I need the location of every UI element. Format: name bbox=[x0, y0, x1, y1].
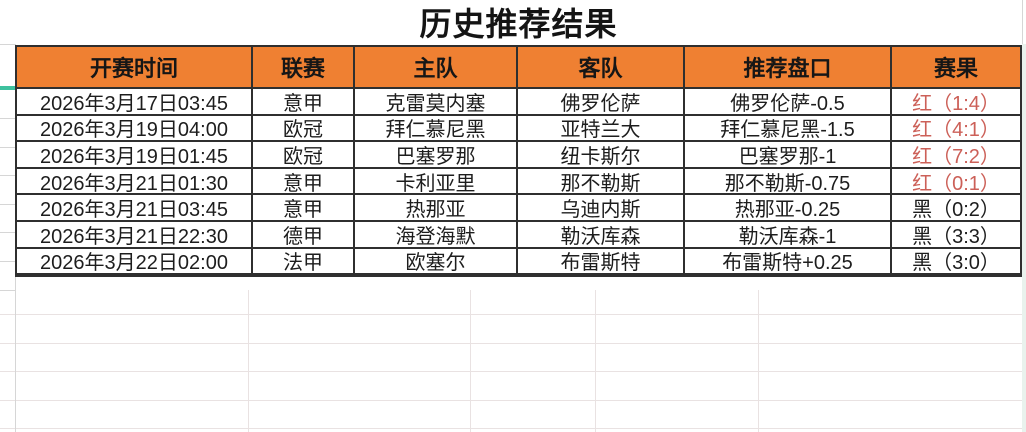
cell-time[interactable]: 2026年3月21日01:30 bbox=[17, 168, 253, 196]
cell-result[interactable]: 红（7:2） bbox=[892, 142, 1020, 169]
gutter-line bbox=[0, 118, 15, 119]
cell-away[interactable]: 勒沃库森 bbox=[518, 221, 685, 249]
cell-league[interactable]: 意甲 bbox=[253, 89, 355, 116]
cell-home[interactable]: 克雷莫内塞 bbox=[355, 89, 518, 116]
cell-away[interactable]: 亚特兰大 bbox=[518, 115, 685, 143]
cell-away[interactable]: 那不勒斯 bbox=[518, 168, 685, 196]
cell-time[interactable]: 2026年3月21日03:45 bbox=[17, 195, 253, 222]
cell-time[interactable]: 2026年3月19日04:00 bbox=[17, 115, 253, 143]
selection-accent bbox=[0, 86, 16, 90]
header-cell-result[interactable]: 赛果 bbox=[892, 47, 1020, 89]
header-cell-home[interactable]: 主队 bbox=[355, 47, 518, 89]
cell-time[interactable]: 2026年3月22日02:00 bbox=[17, 248, 253, 276]
cell-away[interactable]: 佛罗伦萨 bbox=[518, 89, 685, 116]
cell-home[interactable]: 卡利亚里 bbox=[355, 168, 518, 196]
gridline bbox=[470, 290, 471, 432]
cell-result[interactable]: 黑（0:2） bbox=[892, 195, 1020, 222]
gridline bbox=[758, 290, 759, 432]
cell-handicap[interactable]: 那不勒斯-0.75 bbox=[685, 168, 892, 196]
cell-time[interactable]: 2026年3月21日22:30 bbox=[17, 221, 253, 249]
cell-result[interactable]: 黑（3:3） bbox=[892, 222, 1020, 249]
cell-handicap[interactable]: 热那亚-0.25 bbox=[685, 195, 892, 222]
cell-away[interactable]: 布雷斯特 bbox=[518, 248, 685, 276]
header-cell-away[interactable]: 客队 bbox=[518, 47, 685, 89]
cell-away[interactable]: 乌迪内斯 bbox=[518, 195, 685, 222]
gridline bbox=[0, 428, 1022, 429]
cell-league[interactable]: 法甲 bbox=[253, 248, 355, 276]
gridline bbox=[0, 371, 1022, 372]
gridline bbox=[0, 343, 1022, 344]
gutter-line bbox=[0, 44, 15, 45]
gutter-line bbox=[0, 147, 15, 148]
cell-league[interactable]: 德甲 bbox=[253, 221, 355, 249]
sheet-title[interactable]: 历史推荐结果 bbox=[15, 0, 1022, 44]
cell-handicap[interactable]: 勒沃库森-1 bbox=[685, 221, 892, 249]
cell-handicap[interactable]: 拜仁慕尼黑-1.5 bbox=[685, 115, 892, 143]
right-column-strip bbox=[1022, 44, 1026, 432]
header-cell-time[interactable]: 开赛时间 bbox=[17, 47, 253, 89]
cell-result[interactable]: 黑（3:0） bbox=[892, 249, 1020, 276]
cell-home[interactable]: 海登海默 bbox=[355, 221, 518, 249]
gutter-line bbox=[0, 261, 15, 262]
gutter-line bbox=[0, 290, 15, 291]
gutter-line bbox=[0, 204, 15, 205]
gridline bbox=[0, 314, 1022, 315]
gutter-line bbox=[0, 175, 15, 176]
header-cell-handicap[interactable]: 推荐盘口 bbox=[685, 47, 892, 89]
cell-result[interactable]: 红（0:1） bbox=[892, 169, 1020, 196]
cell-away[interactable]: 纽卡斯尔 bbox=[518, 142, 685, 169]
cell-time[interactable]: 2026年3月17日03:45 bbox=[17, 89, 253, 116]
cell-result[interactable]: 红（1:4） bbox=[892, 89, 1020, 116]
results-table: 开赛时间 联赛 主队 客队 推荐盘口 赛果 2026年3月17日03:45 意甲 克雷莫内塞 佛罗… bbox=[15, 45, 1022, 278]
cell-handicap[interactable]: 巴塞罗那-1 bbox=[685, 142, 892, 169]
cell-handicap[interactable]: 布雷斯特+0.25 bbox=[685, 248, 892, 276]
gutter-line bbox=[1022, 0, 1023, 44]
cell-home[interactable]: 拜仁慕尼黑 bbox=[355, 115, 518, 143]
gutter-line bbox=[0, 232, 15, 233]
cell-home[interactable]: 欧塞尔 bbox=[355, 248, 518, 276]
cell-result[interactable]: 红（4:1） bbox=[892, 116, 1020, 143]
gridline bbox=[595, 290, 596, 432]
cell-league[interactable]: 意甲 bbox=[253, 168, 355, 196]
cell-league[interactable]: 欧冠 bbox=[253, 115, 355, 143]
cell-home[interactable]: 巴塞罗那 bbox=[355, 142, 518, 169]
cell-home[interactable]: 热那亚 bbox=[355, 195, 518, 222]
cell-league[interactable]: 欧冠 bbox=[253, 142, 355, 169]
gridline bbox=[248, 290, 249, 432]
cell-time[interactable]: 2026年3月19日01:45 bbox=[17, 142, 253, 169]
gridline bbox=[0, 400, 1022, 401]
cell-league[interactable]: 意甲 bbox=[253, 195, 355, 222]
cell-handicap[interactable]: 佛罗伦萨-0.5 bbox=[685, 89, 892, 116]
header-cell-league[interactable]: 联赛 bbox=[253, 47, 355, 89]
